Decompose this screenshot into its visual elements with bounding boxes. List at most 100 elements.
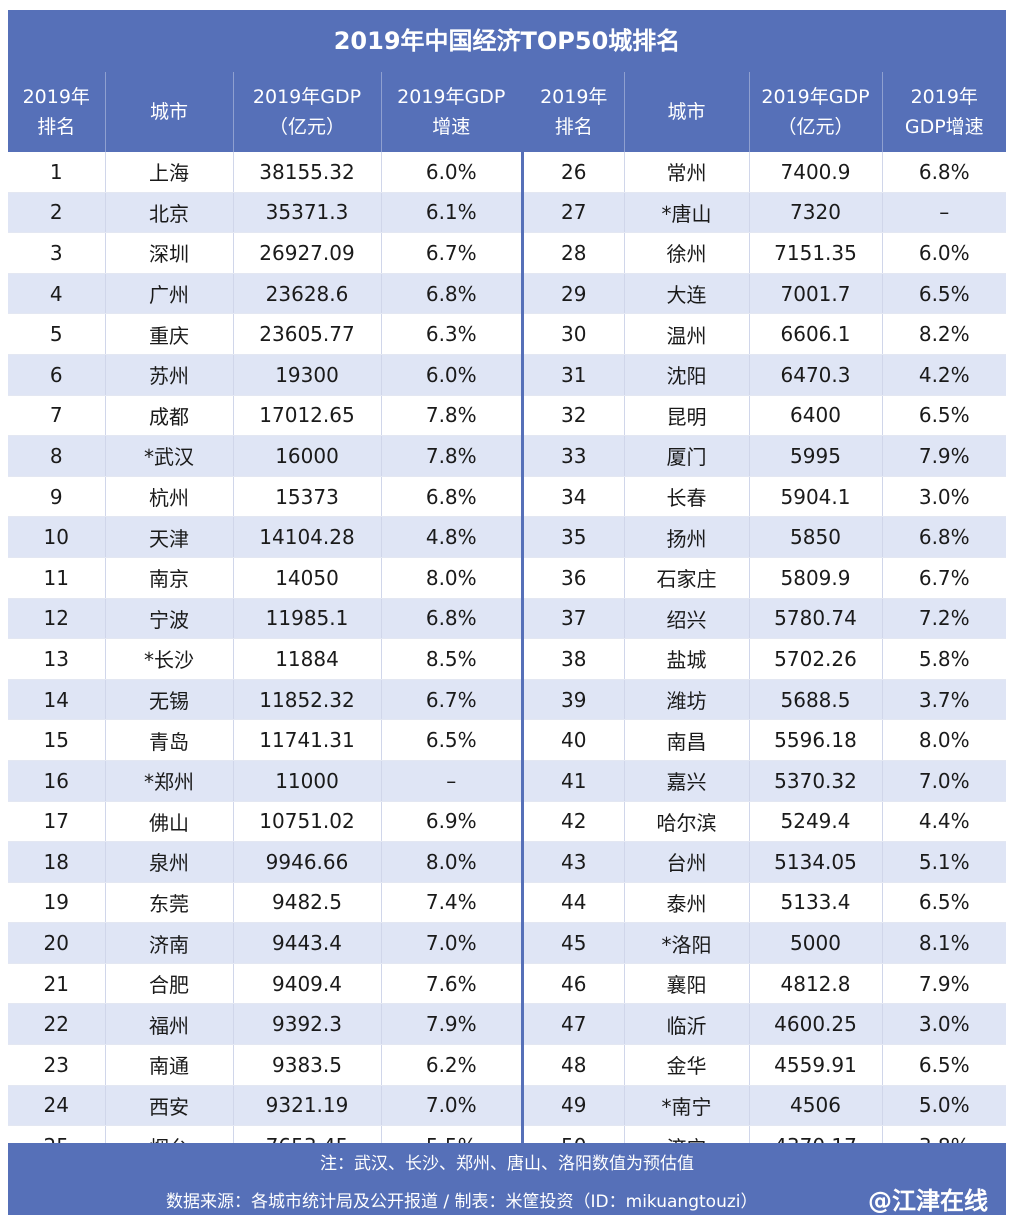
gdp-cell: 7320 — [749, 192, 883, 234]
rank-cell: 6 — [8, 354, 106, 396]
table-row: 3 深圳 26927.09 6.7% — [8, 232, 521, 274]
city-cell: 泉州 — [105, 841, 234, 883]
column-header: 城市 — [105, 72, 234, 152]
page-title: 2019年中国经济TOP50城排名 — [8, 10, 1006, 72]
city-cell: 西安 — [105, 1085, 234, 1127]
rank-cell: 16 — [8, 760, 106, 802]
rank-cell: 18 — [8, 841, 106, 883]
growth-cell: 6.0% — [882, 232, 1006, 274]
table-right-container: 2019年 排名 城市 2019年GDP （亿元） 2019年 GDP增速 26 常州 7400… — [524, 72, 1006, 1167]
gdp-cell: 14104.28 — [233, 516, 382, 558]
rank-cell: 29 — [524, 273, 625, 315]
gdp-cell: 35371.3 — [233, 192, 382, 234]
gdp-cell: 5596.18 — [749, 719, 883, 761]
city-cell: 台州 — [624, 841, 750, 883]
rank-cell: 26 — [524, 152, 625, 193]
gdp-cell: 11852.32 — [233, 679, 382, 721]
city-cell: 石家庄 — [624, 557, 750, 599]
gdp-cell: 11884 — [233, 638, 382, 680]
city-cell: 泰州 — [624, 882, 750, 924]
table-row: 1 上海 38155.32 6.0% — [8, 152, 521, 193]
table-row: 47 临沂 4600.25 3.0% — [524, 1003, 1006, 1046]
table-header-row: 2019年排名 城市 2019年GDP （亿元） 2019年 GDP增速 — [524, 72, 1006, 152]
gdp-cell: 5134.05 — [749, 841, 883, 883]
table-row: 19 东莞 9482.5 7.4% — [8, 882, 521, 924]
growth-cell: 8.2% — [882, 313, 1006, 355]
table-row: 36 石家庄 5809.9 6.7% — [524, 557, 1006, 599]
growth-cell: 6.5% — [381, 719, 521, 761]
city-cell: 佛山 — [105, 801, 234, 843]
growth-cell: 6.8% — [882, 516, 1006, 558]
city-cell: 济南 — [105, 922, 234, 964]
rank-cell: 32 — [524, 395, 625, 437]
city-cell: 成都 — [105, 395, 234, 437]
growth-cell: 4.4% — [882, 801, 1006, 843]
growth-cell: 3.7% — [882, 679, 1006, 721]
rank-cell: 17 — [8, 801, 106, 843]
column-header: 2019年 排名 — [524, 72, 625, 152]
rank-cell: 41 — [524, 760, 625, 802]
table-row: 38 盐城 5702.26 5.8% — [524, 638, 1006, 680]
table-row: 10 天津 14104.28 4.8% — [8, 516, 521, 558]
city-cell: 杭州 — [105, 476, 234, 518]
gdp-cell: 6606.1 — [749, 313, 883, 355]
growth-cell: 7.0% — [882, 760, 1006, 802]
table-row: 16 *郑州 11000– — [8, 760, 521, 802]
rank-cell: 28 — [524, 232, 625, 274]
growth-cell: 6.3% — [381, 313, 521, 355]
city-cell: *南宁 — [624, 1085, 750, 1127]
table-row: 14 无锡 11852.32 6.7% — [8, 679, 521, 721]
table-row: 34 长春 5904.1 3.0% — [524, 476, 1006, 518]
growth-cell: 7.9% — [882, 963, 1006, 1005]
city-cell: 盐城 — [624, 638, 750, 680]
gdp-cell: 17012.65 — [233, 395, 382, 437]
footer: 注：武汉、长沙、郑州、唐山、洛阳数值为预估值 数据来源：各城市统计局及公开报道 … — [8, 1143, 1006, 1215]
rank-cell: 39 — [524, 679, 625, 721]
growth-cell: 7.6% — [381, 963, 521, 1005]
table-row: 41 嘉兴 5370.32 7.0% — [524, 760, 1006, 802]
ranking-table-left: 2019年 排名 城市 2019年GDP （亿元） 2019年GDP 增速 1 上海 38155… — [8, 72, 521, 1167]
rank-cell: 33 — [524, 435, 625, 477]
growth-cell: 7.9% — [882, 435, 1006, 477]
growth-cell: 6.7% — [381, 232, 521, 274]
growth-cell: 7.4% — [381, 882, 521, 924]
rank-cell: 22 — [8, 1003, 106, 1046]
city-cell: 上海 — [105, 152, 234, 193]
table-row: 15 青岛 11741.31 6.5% — [8, 719, 521, 761]
city-cell: 天津 — [105, 516, 234, 558]
table-row: 35 扬州 5850 6.8% — [524, 516, 1006, 558]
rank-cell: 4 — [8, 273, 106, 315]
rank-cell: 21 — [8, 963, 106, 1005]
table-row: 21 合肥 9409.4 7.6% — [8, 963, 521, 1005]
growth-cell: 5.1% — [882, 841, 1006, 883]
table-row: 12 宁波 11985.1 6.8% — [8, 598, 521, 640]
gdp-cell: 5995 — [749, 435, 883, 477]
growth-cell: 8.0% — [882, 719, 1006, 761]
rank-cell: 45 — [524, 922, 625, 964]
column-header-line: 2019年GDP — [397, 86, 506, 108]
rank-cell: 24 — [8, 1085, 106, 1127]
gdp-cell: 9443.4 — [233, 922, 382, 964]
gdp-cell: 5702.26 — [749, 638, 883, 680]
column-header: 2019年GDP （亿元） — [749, 72, 883, 152]
table-row: 48 金华 4559.91 6.5% — [524, 1044, 1006, 1086]
ranking-infographic: 2019年中国经济TOP50城排名 2019年 排名 城市 2019年GDP （亿元） 2… — [8, 10, 1006, 1215]
growth-cell: 6.8% — [381, 598, 521, 640]
city-cell: *郑州 — [105, 760, 234, 802]
growth-cell: 6.9% — [381, 801, 521, 843]
growth-cell: 6.8% — [381, 476, 521, 518]
growth-cell: 6.0% — [381, 152, 521, 193]
growth-cell: 6.5% — [882, 273, 1006, 315]
table-row: 49 *南宁 4506 5.0% — [524, 1085, 1006, 1127]
column-header-line: （亿元） — [777, 116, 854, 138]
rank-cell: 44 — [524, 882, 625, 924]
growth-cell: 6.8% — [381, 273, 521, 315]
gdp-cell: 5000 — [749, 922, 883, 964]
growth-cell: 8.1% — [882, 922, 1006, 964]
city-cell: 临沂 — [624, 1003, 750, 1046]
rank-cell: 35 — [524, 516, 625, 558]
city-cell: 南昌 — [624, 719, 750, 761]
city-cell: 金华 — [624, 1044, 750, 1086]
rank-cell: 11 — [8, 557, 106, 599]
rank-cell: 48 — [524, 1044, 625, 1086]
